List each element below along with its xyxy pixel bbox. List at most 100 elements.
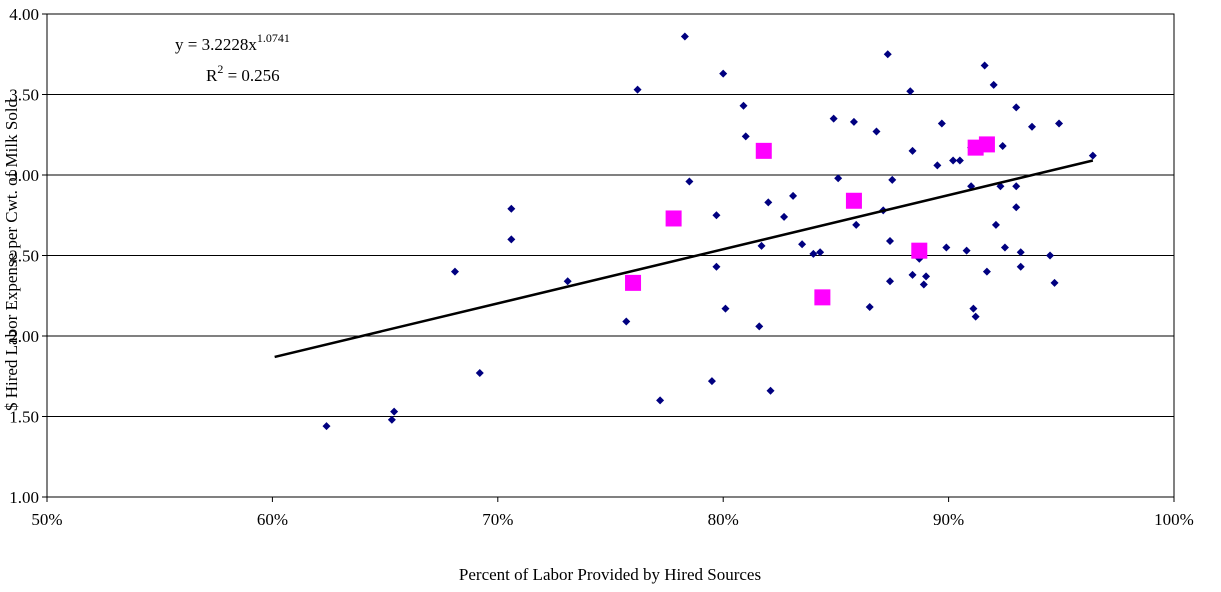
y-tick-label: 4.00 [9,5,39,24]
point [922,272,931,281]
y-axis-title: $ Hired Labor Expense per Cwt. of Milk S… [2,98,21,411]
point [1046,251,1055,260]
point [757,241,766,250]
point [633,85,642,94]
y-tick-label: 3.50 [9,86,39,105]
point [563,277,572,286]
point [707,377,716,386]
r-squared: R2 = 0.256 [206,62,280,85]
x-tick-label: 60% [257,510,288,529]
point [625,274,642,291]
point [908,146,917,155]
point [322,422,331,431]
point [906,87,915,96]
point [1088,151,1097,160]
point [1016,262,1025,271]
point [980,61,989,70]
point [1027,122,1036,131]
point [622,317,631,326]
point [712,211,721,220]
point [982,267,991,276]
point [971,312,980,321]
equation: y = 3.2228x1.0741 [175,31,290,54]
point [955,156,964,165]
trendline [274,159,1094,359]
point [1055,119,1064,128]
point [834,174,843,183]
point [852,220,861,229]
point [755,142,772,159]
r-squared-base: R [206,66,218,85]
point [989,80,998,89]
point [665,210,682,227]
point [475,369,484,378]
x-tick-label: 90% [933,510,964,529]
r-squared-value: = 0.256 [223,66,279,85]
equation-exponent: 1.0741 [257,31,290,45]
y-tick-label: 1.50 [9,408,39,427]
point [911,242,928,259]
point [942,243,951,252]
point [764,198,773,207]
point [390,407,399,416]
point [962,246,971,255]
point [829,114,838,123]
point [849,117,858,126]
y-tick-label: 3.00 [9,166,39,185]
point [885,277,894,286]
point [949,156,958,165]
y-tick-label: 2.50 [9,247,39,266]
y-tick-label: 2.00 [9,327,39,346]
point [978,136,995,153]
point [780,212,789,221]
point [680,32,689,41]
point [656,396,665,405]
point [969,304,978,313]
point [888,175,897,184]
point [919,280,928,289]
point [937,119,946,128]
point [814,289,831,306]
point [507,235,516,244]
point [991,220,1000,229]
plot-border [46,13,1175,498]
point [933,161,942,170]
point [1050,278,1059,287]
x-tick-label: 100% [1154,510,1194,529]
equation-base: y = 3.2228x [175,35,257,54]
point [883,50,892,59]
x-tick-label: 80% [708,510,739,529]
point [739,101,748,110]
point [712,262,721,271]
point [387,415,396,424]
point [450,267,459,276]
x-tick-label: 70% [482,510,513,529]
point [685,177,694,186]
point [908,270,917,279]
point [809,249,818,258]
point [845,192,862,209]
point [816,248,825,257]
point [766,386,775,395]
point [798,240,807,249]
x-tick-label: 50% [31,510,62,529]
point [741,132,750,141]
point [1000,243,1009,252]
point [755,322,764,331]
point [721,304,730,313]
x-axis-title: Percent of Labor Provided by Hired Sourc… [459,565,761,584]
point [789,191,798,200]
point [1016,248,1025,257]
point [998,142,1007,151]
point [885,237,894,246]
point [1012,203,1021,212]
point [1012,103,1021,112]
r-squared-exponent: 2 [217,62,223,76]
point [872,127,881,136]
point [719,69,728,78]
point [865,303,874,312]
point [507,204,516,213]
point [1012,182,1021,191]
